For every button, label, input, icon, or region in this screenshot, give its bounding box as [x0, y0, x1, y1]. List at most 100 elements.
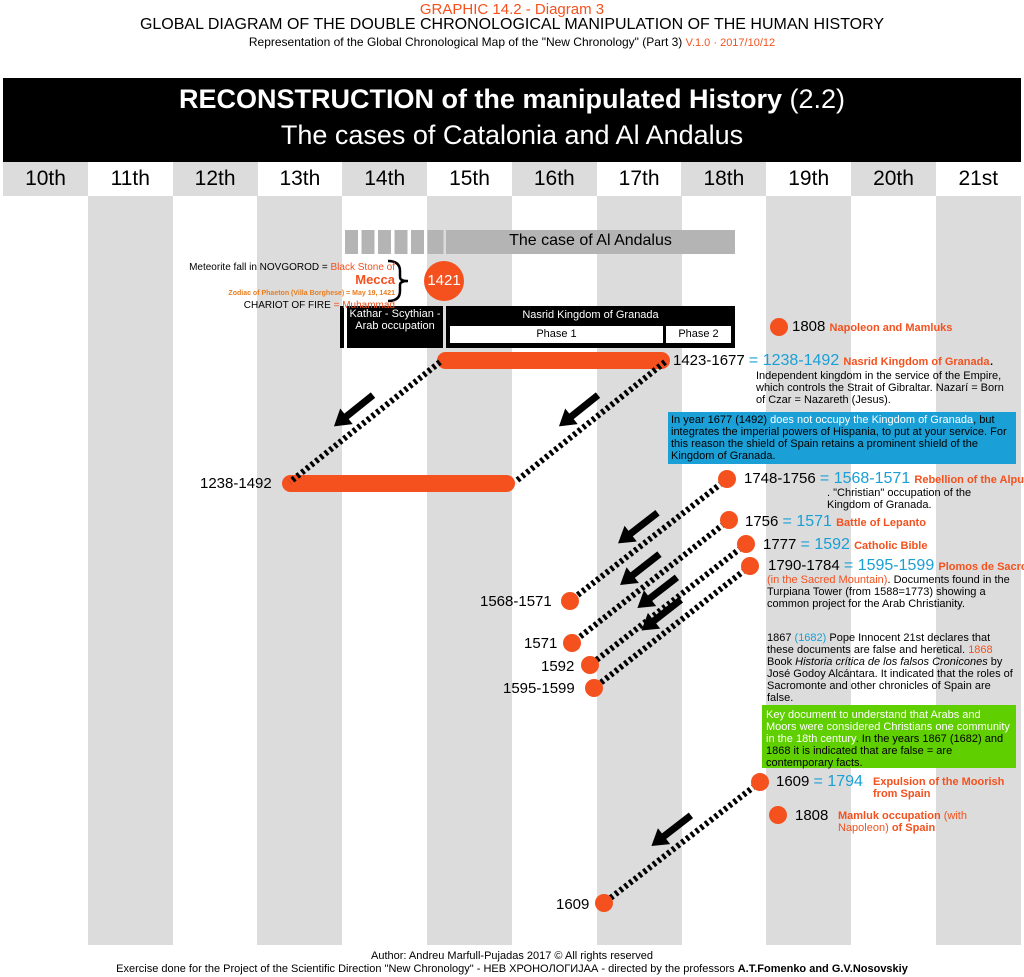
- gray-square: [361, 230, 375, 254]
- century-header: 17th: [618, 167, 660, 190]
- century-header: 15th: [449, 167, 490, 190]
- blue-box: In year 1677 (1492) does not occupy the …: [671, 414, 1007, 462]
- arrow-head-icon: [558, 408, 578, 427]
- century-header: 10th: [3, 162, 88, 196]
- brace: [387, 259, 409, 303]
- event-plomos: 1790-1784 = 1595-1599 Plomos de Sacromon…: [768, 557, 1024, 574]
- dotted-link: [588, 541, 748, 668]
- event-dot: [581, 656, 599, 674]
- event-dot: [595, 894, 613, 912]
- dotted-link: [513, 359, 667, 485]
- event-expulsion-title: Expulsion of the Moorish from Spain: [873, 776, 1005, 800]
- arrow: [647, 596, 684, 628]
- century-column: [87, 196, 173, 945]
- green-box-bg: [762, 705, 1016, 768]
- target-1592: 1592: [541, 658, 575, 675]
- target-1609: 1609: [556, 896, 590, 913]
- blue-box-bg: [668, 412, 1016, 464]
- phase1-label: Phase 1: [536, 328, 577, 340]
- arrow-head-icon: [641, 612, 661, 631]
- phase2-box: [666, 326, 731, 343]
- banner: RECONSTRUCTION of the manipulated Histor…: [3, 78, 1021, 162]
- century-header: 16th: [511, 162, 597, 196]
- event-dot: [770, 318, 788, 336]
- graphic-label: GRAPHIC 14.2 - Diagram 3: [419, 1, 605, 18]
- al-andalus-label: The case of Al Andalus: [509, 232, 672, 249]
- arrow-head-icon: [618, 525, 637, 544]
- event-dot: [585, 679, 603, 697]
- year-1421-circle: [424, 261, 464, 301]
- arrow-head-icon: [333, 408, 353, 427]
- century-column: [935, 196, 1021, 945]
- banner-subtitle: The cases of Catalonia and Al Andalus: [280, 120, 744, 150]
- gray-square: [378, 230, 391, 254]
- phase2-label: Phase 2: [678, 328, 719, 340]
- subtitle: Representation of the Global Chronologic…: [0, 35, 1024, 49]
- kathar-label: Kathar - Scythian - Arab occupation: [349, 308, 441, 332]
- dotted-link: [602, 779, 762, 906]
- event-rebellion: 1748-1756 = 1568-1571 Rebellion of the A…: [744, 470, 1024, 487]
- century-header: 12th: [172, 162, 258, 196]
- arrow: [657, 812, 694, 843]
- arrow: [643, 574, 680, 605]
- year-1421: 1421: [427, 272, 461, 289]
- century-header: 18th: [681, 162, 767, 196]
- al-andalus-bar: [446, 230, 735, 254]
- century-column: [257, 196, 343, 945]
- divider-bar: [340, 306, 344, 348]
- arrow: [339, 392, 376, 423]
- green-box: Key document to understand that Arabs an…: [766, 709, 1010, 769]
- century-header: 20th: [851, 162, 936, 196]
- century-header: 13th: [279, 167, 321, 190]
- arrow: [623, 509, 660, 541]
- event-dot: [737, 535, 755, 553]
- bar-1238-1492: [282, 475, 515, 492]
- event-bible: 1777 = 1592 Catholic Bible: [763, 536, 928, 553]
- footer-project: Exercise done for the Project of the Sci…: [116, 963, 908, 975]
- event-plomos-notes: 1867 (1682) Pope Innocent 21st declares …: [767, 632, 1013, 704]
- event-lepanto: 1756 = 1571 Battle of Lepanto: [745, 513, 926, 530]
- event-plomos-desc: (in the Sacred Mountain). Documents foun…: [767, 574, 1010, 610]
- version: V.1.0 · 2017/10/12: [685, 37, 776, 49]
- banner-title: RECONSTRUCTION of the manipulated Histor…: [178, 84, 846, 114]
- bar-bottom-label: 1238-1492: [200, 475, 272, 492]
- gray-square: [345, 230, 358, 254]
- bar-1423-1677: [437, 352, 670, 369]
- target-1571: 1571: [524, 635, 558, 652]
- phase1-box: [450, 326, 663, 343]
- event-rebellion-desc: . "Christian" occupation of the Kingdom …: [827, 487, 972, 511]
- event-dot: [769, 806, 787, 824]
- arrow-head-icon: [637, 590, 657, 608]
- arrow-head-icon: [620, 567, 639, 585]
- gray-square: [427, 230, 444, 254]
- gray-square: [394, 230, 408, 254]
- event-expulsion: 1609 = 1794: [776, 773, 863, 790]
- century-header: 14th: [342, 162, 428, 196]
- event-mamluk-title: Mamluk occupation (with Napoleon) of Spa…: [838, 810, 967, 834]
- meteor-notes: Meteorite fall in NOVGOROD = Black Stone…: [189, 262, 395, 311]
- event-nasrid: 1423-1677 = 1238-1492 Nasrid Kingdom of …: [673, 352, 994, 369]
- event-dot: [563, 634, 581, 652]
- event-dot: [561, 592, 579, 610]
- event-mamluk-year: 1808: [795, 807, 829, 824]
- event-dot: [751, 773, 769, 791]
- arrow-head-icon: [651, 828, 671, 846]
- event-dot: [720, 511, 738, 529]
- event-dot: [741, 557, 759, 575]
- dotted-link: [288, 359, 442, 485]
- nasrid-label: Nasrid Kingdom of Granada: [522, 309, 659, 321]
- event-nasrid-desc: Independent kingdom in the service of th…: [756, 370, 1004, 406]
- target-1595: 1595-1599: [503, 680, 575, 697]
- event-dot: [718, 470, 736, 488]
- gray-square: [411, 230, 424, 254]
- footer-author: Author: Andreu Marfull-Pujadas 2017 © Al…: [370, 950, 654, 962]
- arrow: [564, 392, 601, 423]
- century-header: 11th: [110, 167, 150, 190]
- kathar-box: [347, 306, 443, 348]
- event-napoleon: 1808 Napoleon and Mamluks: [792, 318, 953, 335]
- main-title: GLOBAL DIAGRAM OF THE DOUBLE CHRONOLOGIC…: [139, 16, 885, 33]
- century-header: 21st: [958, 167, 999, 190]
- target-1568: 1568-1571: [480, 593, 552, 610]
- century-header: 19th: [788, 167, 830, 190]
